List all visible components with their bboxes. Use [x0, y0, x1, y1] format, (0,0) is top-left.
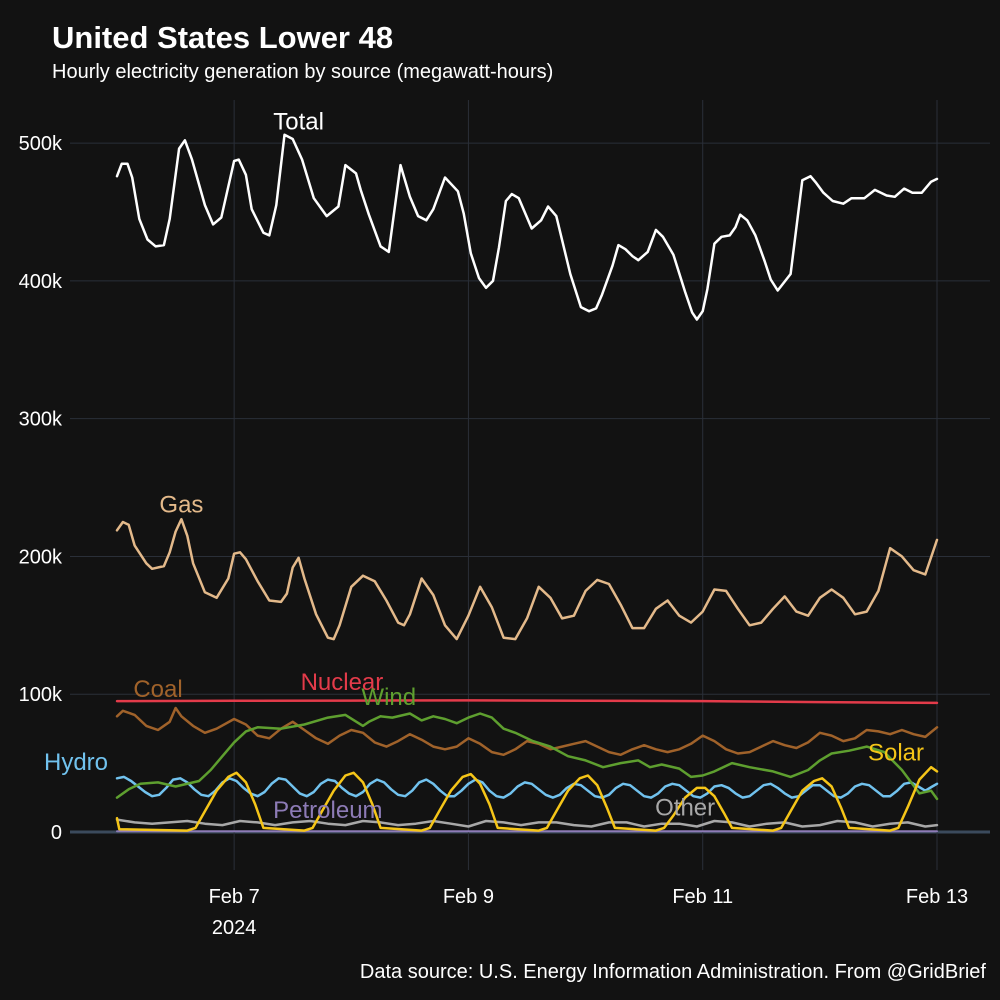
series-label-other: Other — [655, 794, 715, 821]
x-tick-year-label: 2024 — [212, 917, 257, 939]
series-label-nuclear: Nuclear — [301, 669, 384, 696]
data-source-caption: Data source: U.S. Energy Information Adm… — [359, 961, 986, 983]
series-label-petroleum: Petroleum — [273, 797, 382, 824]
x-tick-label: Feb 11 — [672, 886, 733, 908]
y-tick-label: 100k — [19, 684, 63, 706]
series-line-wind — [115, 712, 939, 801]
y-tick-label: 300k — [19, 409, 63, 431]
y-tick-label: 0 — [51, 822, 62, 844]
series-label-hydro: Hydro — [44, 749, 108, 776]
series-line-nuclear — [115, 699, 939, 705]
chart-subtitle: Hourly electricity generation by source … — [52, 61, 554, 83]
y-tick-label: 500k — [19, 133, 63, 155]
x-tick-label: Feb 7 — [209, 886, 260, 908]
series-label-layer: Total Gas Nuclear Coal Wind Hydro Solar Other Pe… — [44, 108, 924, 824]
series-label-total: Total — [273, 108, 324, 135]
axis-layer: 0 100k 200k 300k 400k 500k Feb 7 2024 Feb 9 Feb 1… — [19, 133, 969, 939]
chart-title: United States Lower 48 — [52, 20, 394, 55]
series-label-solar: Solar — [868, 739, 924, 766]
series-layer — [115, 133, 939, 833]
series-line-hydro — [115, 775, 939, 799]
series-line-gas — [115, 517, 939, 641]
series-line-coal — [115, 706, 939, 757]
series-line-solar — [115, 765, 939, 832]
series-line-other — [115, 818, 939, 828]
x-tick-label: Feb 13 — [906, 886, 968, 908]
series-label-wind: Wind — [361, 684, 416, 711]
series-label-gas: Gas — [159, 491, 203, 518]
x-tick-label: Feb 9 — [443, 886, 494, 908]
y-tick-label: 400k — [19, 271, 63, 293]
series-line-total — [115, 133, 939, 321]
y-tick-label: 200k — [19, 546, 63, 568]
series-label-coal: Coal — [133, 676, 182, 703]
